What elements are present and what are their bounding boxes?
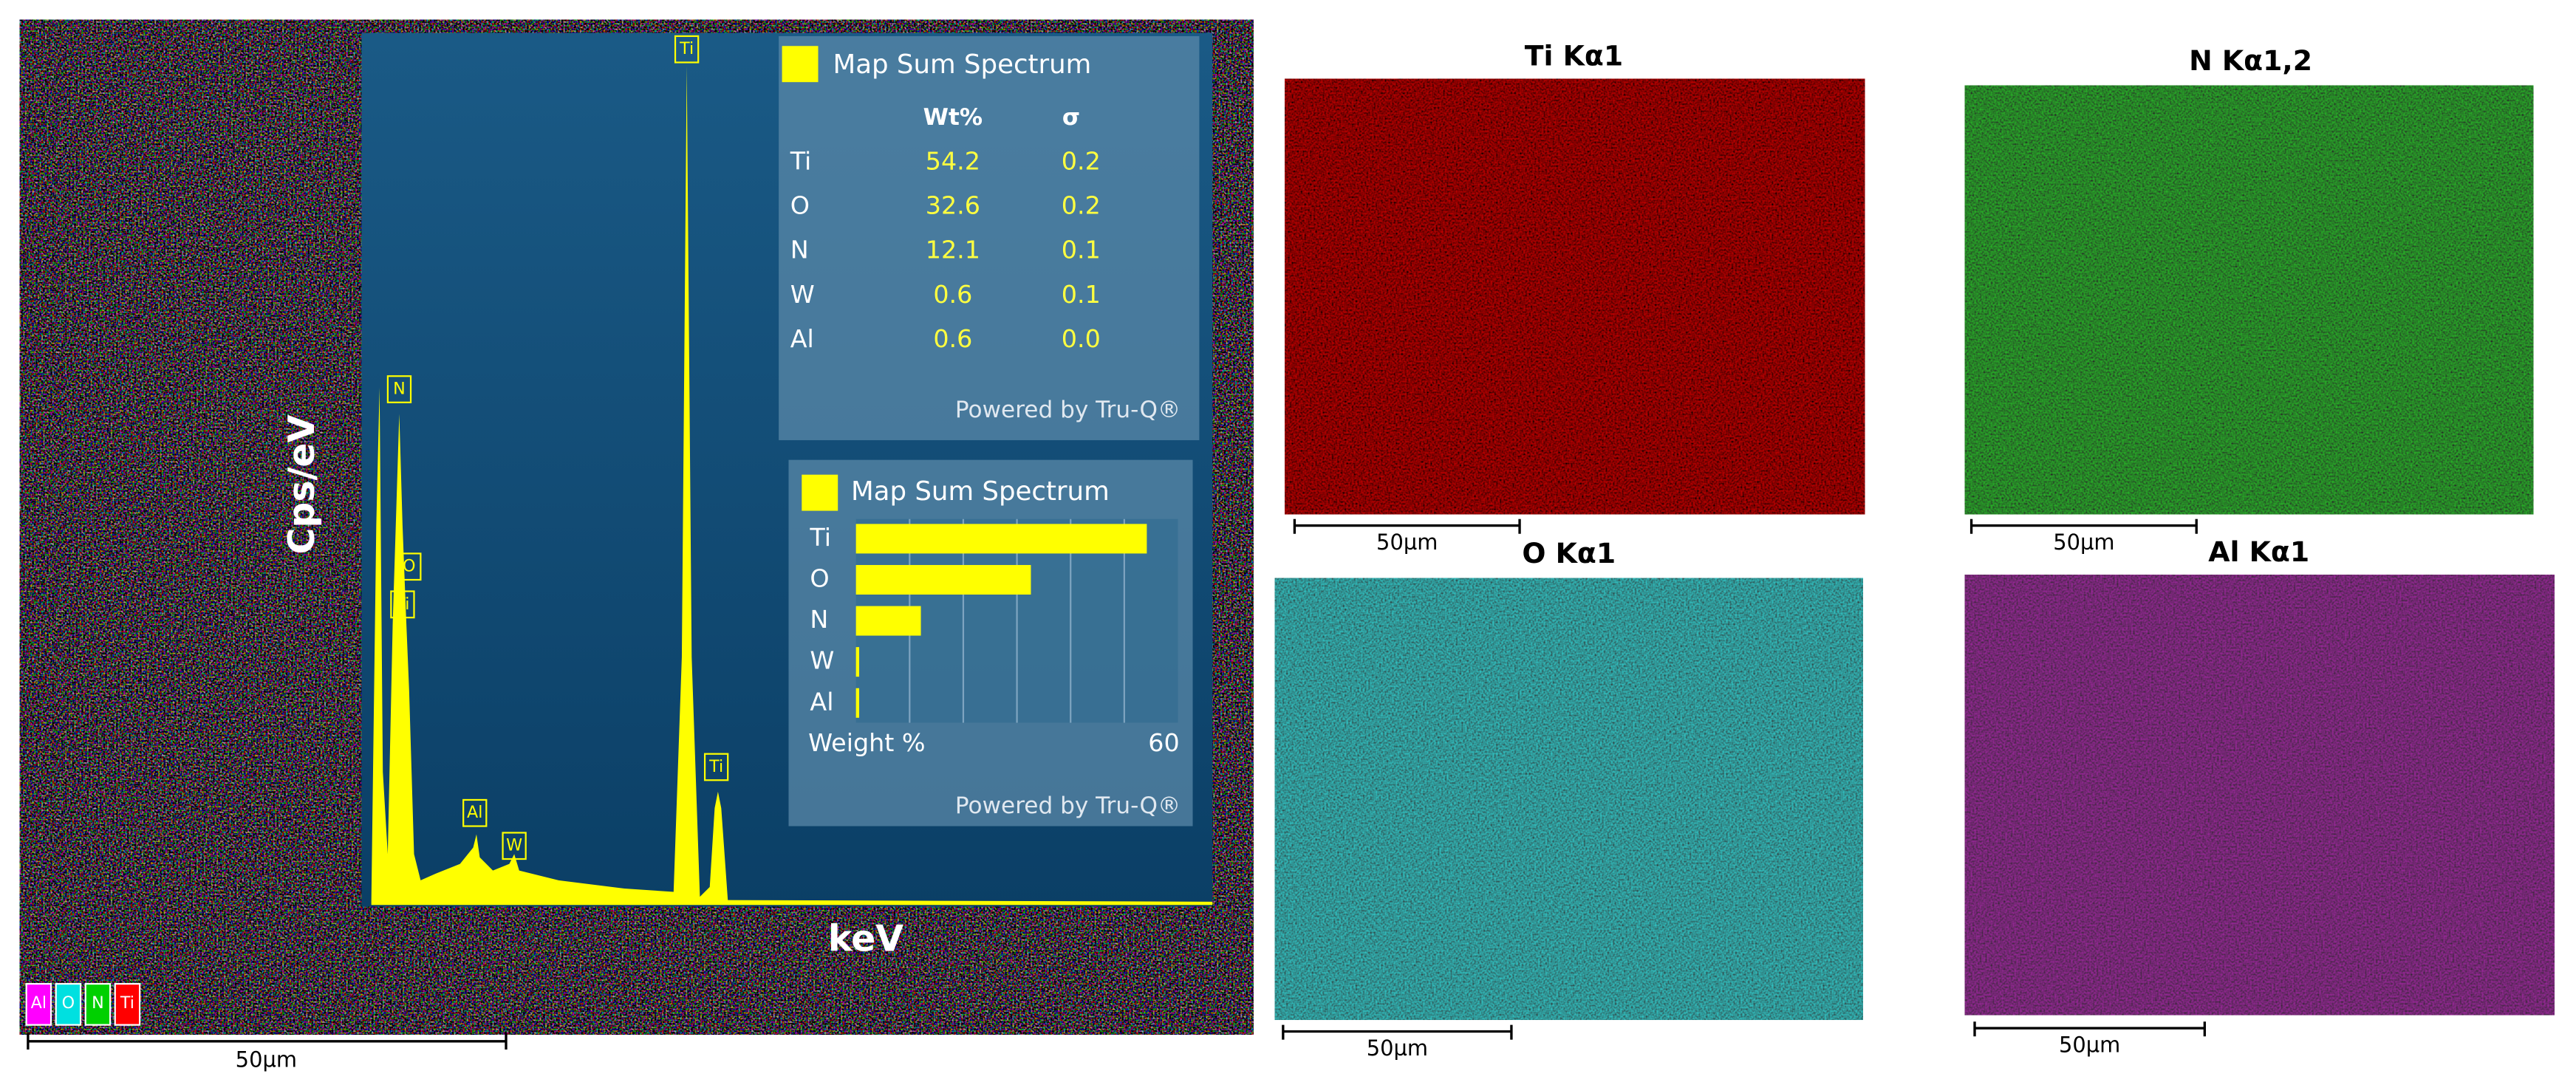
legend-chip-label: Ti [120,993,134,1013]
column-header: σ [1062,104,1080,131]
column-header: Wt% [923,104,983,131]
row-sigma: 0.0 [1062,324,1101,353]
bar-panel-footer: Powered by Tru-Q® [955,793,1181,819]
legend-swatch [782,46,819,83]
row-sigma: 0.2 [1062,191,1101,220]
map-title: N Kα1,2 [2189,44,2312,77]
row-sigma: 0.1 [1062,236,1101,264]
bar [855,688,860,718]
element-map [1964,575,2555,1016]
scale-bar-label: 50µm [2059,1033,2120,1058]
peak-label-box [462,798,488,827]
bar [855,647,860,677]
peak-label-box [703,753,729,781]
scale-bar-label: 50µm [2053,530,2114,555]
map-title: Al Kα1 [2208,535,2309,568]
table-footer: Powered by Tru-Q® [955,397,1181,423]
bar-category: N [810,605,828,634]
peak-label-box [674,35,700,64]
peak-label: Al [467,803,482,822]
peak-label: W [506,836,522,855]
element-map [1285,78,1865,515]
legend-chip-label: Al [31,993,47,1013]
row-sigma: 0.2 [1062,147,1101,176]
map-title: O Kα1 [1522,537,1616,569]
x-axis-label: keV [828,918,903,960]
row-wt: 0.6 [933,280,972,309]
peak-label: Ti [708,757,723,776]
peak-label-box [502,832,527,860]
legend-chip [55,982,82,1026]
row-wt: 54.2 [926,147,980,176]
legend-chip [25,982,52,1026]
row-element: Al [790,324,814,353]
row-wt: 0.6 [933,324,972,353]
row-element: Ti [790,147,812,176]
legend-swatch [802,474,838,511]
legend-chip-label: O [62,993,75,1013]
bar-category: Al [810,687,833,716]
legend-chip [84,982,112,1026]
element-map [1964,85,2534,515]
bar [855,524,1147,554]
peak-label-box [386,375,412,403]
bar-category: W [810,646,834,675]
peak-label: O [403,557,416,576]
scale-bar-label: 50µm [1367,1036,1428,1061]
peak-label: N [393,380,406,399]
bar-axis-max: 60 [1148,728,1179,757]
bar [855,564,1031,595]
bar-category: Ti [809,523,831,552]
y-axis-label: Cps/eV [281,414,323,554]
bar-panel-title: Map Sum Spectrum [851,476,1110,507]
peak-label: Ti [679,39,694,58]
quant-table-box [779,35,1200,440]
peak-label-box [397,552,422,581]
legend-chip [114,982,141,1026]
legend-chip-label: N [92,993,104,1013]
row-element: O [790,191,810,220]
element-map [1274,578,1863,1020]
map-title: Ti Kα1 [1525,39,1623,72]
scale-bar-label: 50µm [236,1047,297,1072]
bar [855,606,921,636]
table-title: Map Sum Spectrum [833,49,1092,80]
row-wt: 32.6 [926,191,980,220]
row-element: N [790,236,809,264]
peak-label-box [390,590,415,619]
row-sigma: 0.1 [1062,280,1101,309]
row-wt: 12.1 [926,236,980,264]
bar-category: O [810,564,829,592]
peak-label: Ti [394,595,409,614]
bar-axis-label: Weight % [808,728,925,757]
row-element: W [790,280,815,309]
scale-bar-label: 50µm [1376,530,1438,555]
